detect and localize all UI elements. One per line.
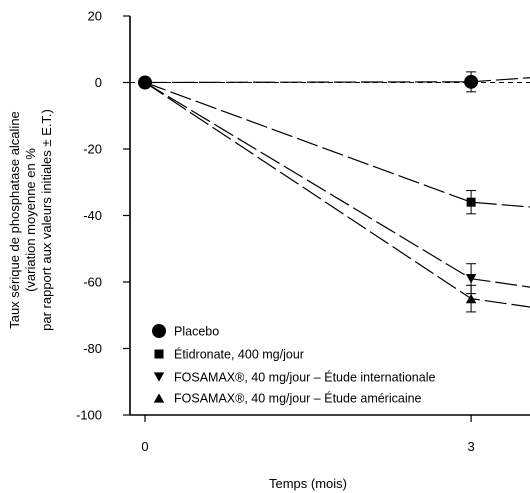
marker-circle: [464, 74, 479, 89]
y-tick-label: -20: [83, 142, 102, 157]
y-axis-title-line: par rapport aux valeurs initiales ± E.T.…: [39, 109, 54, 331]
legend-entry: Étidronate, 400 mg/jour: [154, 347, 304, 362]
y-tick-label: -60: [83, 275, 102, 290]
series-4: [139, 77, 530, 313]
series-1: [138, 71, 530, 93]
marker-square: [466, 197, 476, 207]
marker-triangle-up: [153, 393, 165, 403]
legend-label: FOSAMAX®, 40 mg/jour – Étude américaine: [174, 391, 422, 406]
legend-entry: FOSAMAX®, 40 mg/jour – Étude américaine: [153, 391, 422, 406]
series-line: [144, 81, 530, 208]
y-tick-label: -80: [83, 341, 102, 356]
legend: Placebo Étidronate, 400 mg/jour FOSAMAX®, …: [152, 324, 435, 406]
marker-square: [154, 349, 164, 359]
marker-triangle-down: [153, 372, 165, 382]
marker-triangle-up: [465, 293, 477, 304]
y-tick-label: 20: [88, 9, 102, 24]
marker-triangle-down: [465, 274, 477, 284]
x-tick-label: 3: [467, 439, 474, 454]
y-axis-title-line: Taux sérique de phosphatase alcaline: [7, 111, 22, 329]
x-axis-title: Temps (mois): [269, 476, 347, 491]
series-layer: [138, 71, 530, 313]
y-tick-label: -40: [83, 208, 102, 223]
legend-label: FOSAMAX®, 40 mg/jour – Étude internation…: [174, 370, 435, 385]
legend-label: Étidronate, 400 mg/jour: [174, 347, 304, 362]
y-tick-label: 0: [95, 75, 102, 90]
y-tick-label: -100: [76, 408, 102, 423]
legend-entry: Placebo: [152, 324, 219, 339]
legend-label: Placebo: [174, 325, 219, 339]
axes: 200-20-40-60-80-100036Temps (mois)Taux s…: [7, 9, 530, 491]
series-2: [140, 78, 530, 215]
x-tick-label: 0: [141, 439, 148, 454]
marker-triangle-up: [139, 77, 151, 88]
marker-circle: [152, 324, 166, 338]
legend-entry: FOSAMAX®, 40 mg/jour – Étude internation…: [153, 370, 435, 385]
y-axis-title-line: (variation moyenne en %: [23, 148, 38, 292]
